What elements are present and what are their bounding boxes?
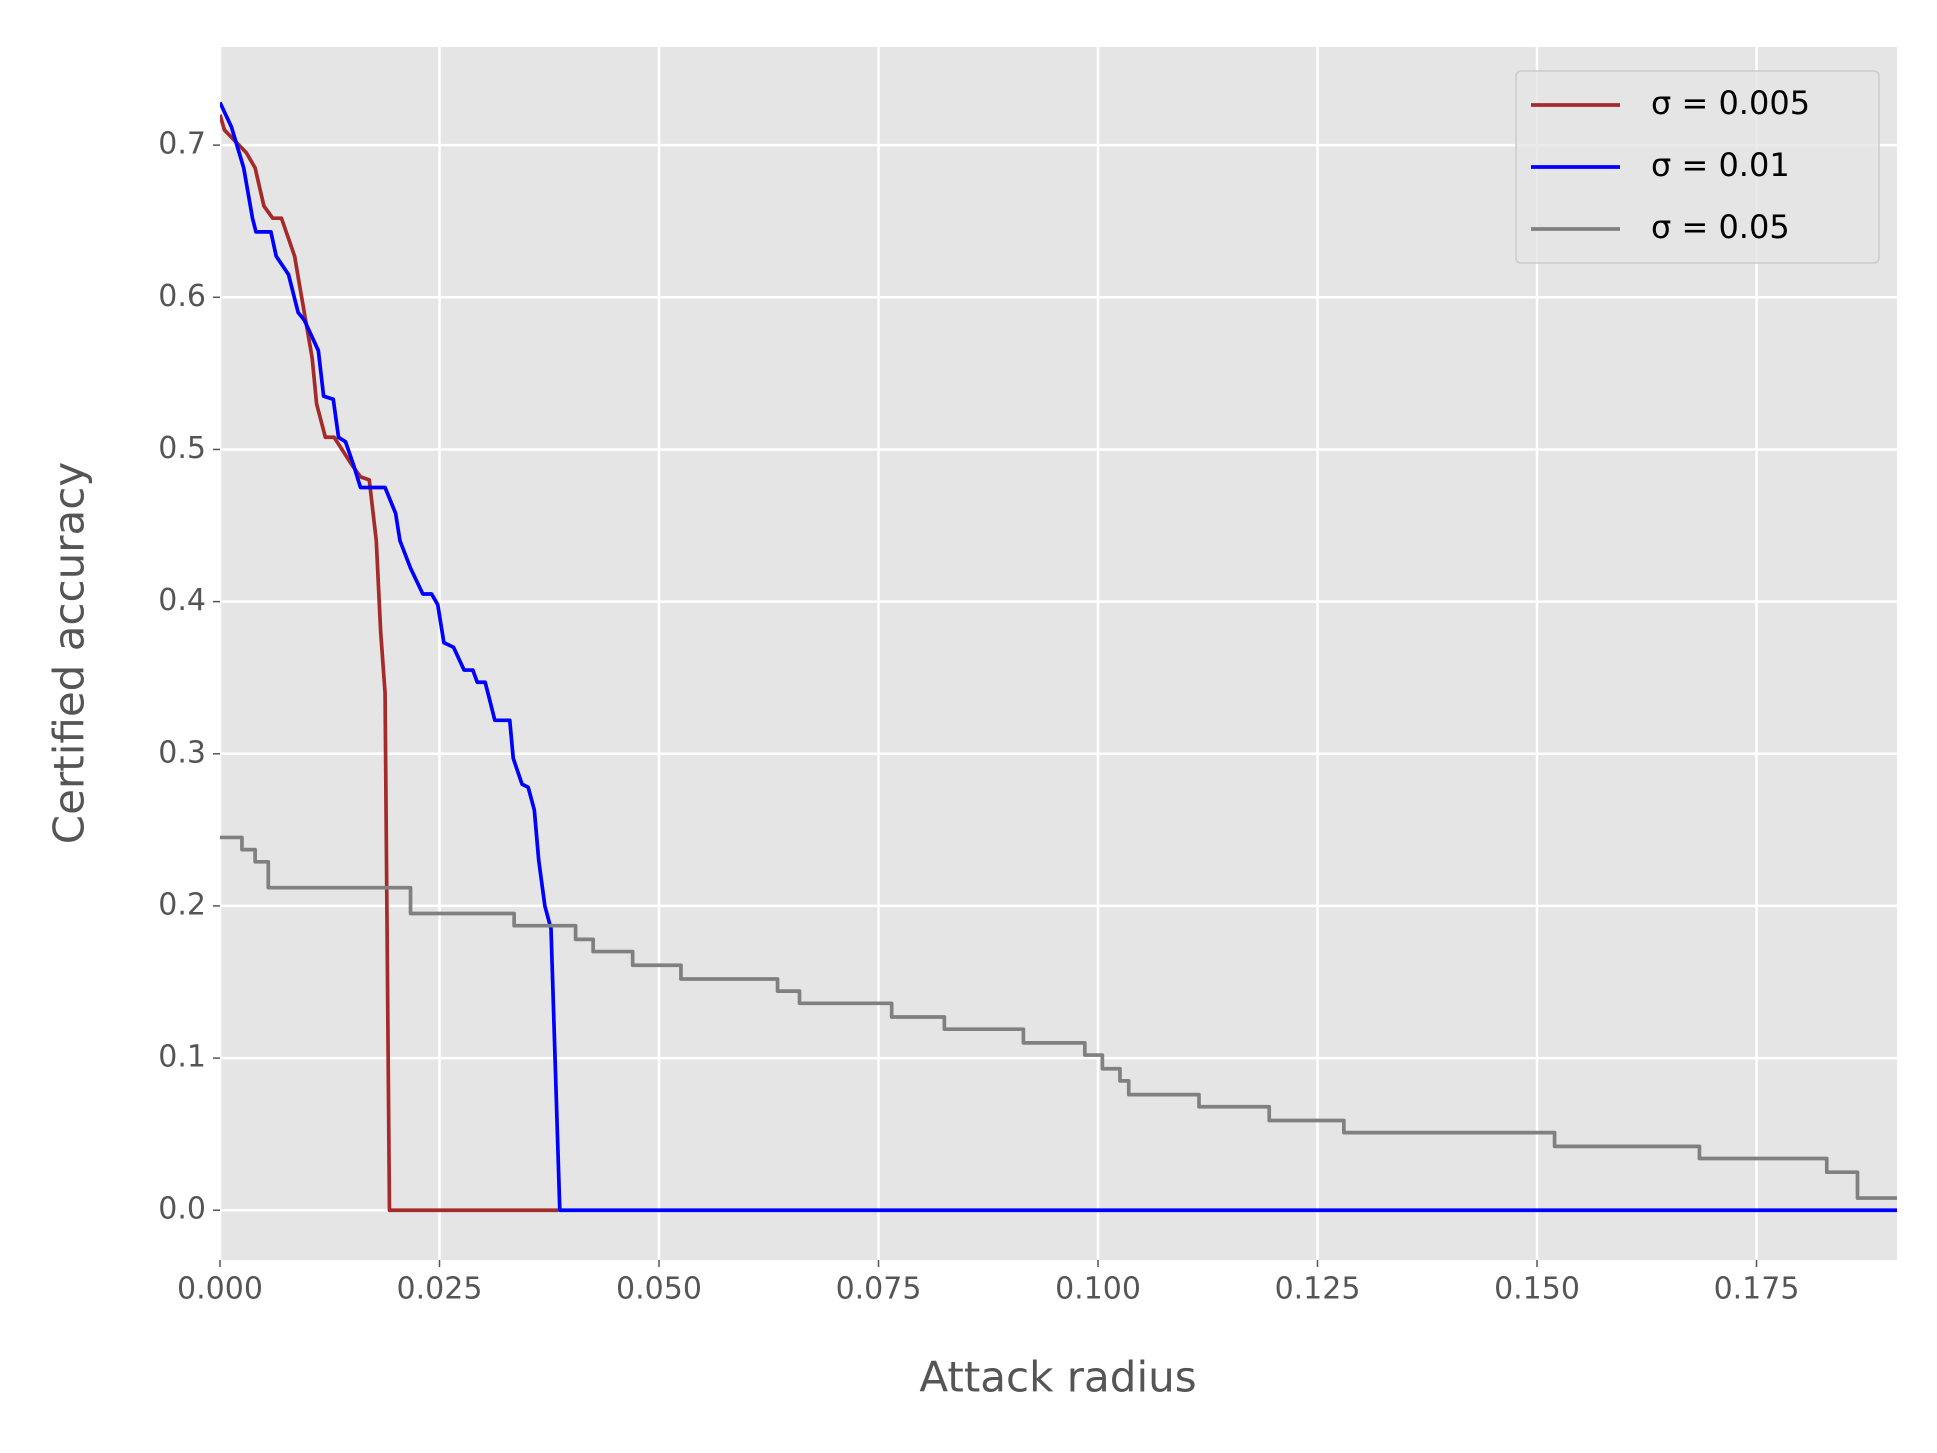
y-tick-label: 0.6 bbox=[158, 279, 206, 314]
x-tick-label: 0.025 bbox=[397, 1272, 483, 1307]
legend-label: σ = 0.005 bbox=[1651, 84, 1810, 122]
legend-label: σ = 0.01 bbox=[1651, 146, 1790, 184]
y-tick-label: 0.3 bbox=[158, 735, 206, 770]
y-tick-label: 0.7 bbox=[158, 127, 206, 162]
series-line bbox=[220, 114, 559, 1213]
y-tick-label: 0.2 bbox=[158, 887, 206, 922]
x-tick-label: 0.050 bbox=[616, 1272, 702, 1307]
x-tick-label: 0.175 bbox=[1714, 1272, 1800, 1307]
legend-box bbox=[1515, 70, 1880, 264]
y-tick-label: 0.5 bbox=[158, 431, 206, 466]
y-tick-label: 0.1 bbox=[158, 1040, 206, 1075]
x-tick-label: 0.075 bbox=[836, 1272, 922, 1307]
x-tick-label: 0.000 bbox=[177, 1272, 263, 1307]
y-tick-label: 0.0 bbox=[158, 1192, 206, 1227]
x-tick-label: 0.150 bbox=[1494, 1272, 1580, 1307]
y-axis-label: Certified accuracy bbox=[45, 462, 94, 844]
x-axis-label: Attack radius bbox=[919, 1353, 1196, 1402]
y-tick-label: 0.4 bbox=[158, 583, 206, 618]
legend-label: σ = 0.05 bbox=[1651, 208, 1790, 246]
series-line bbox=[220, 835, 1897, 1200]
series-line bbox=[220, 101, 1897, 1213]
x-tick-label: 0.100 bbox=[1055, 1272, 1141, 1307]
x-tick-label: 0.125 bbox=[1275, 1272, 1361, 1307]
